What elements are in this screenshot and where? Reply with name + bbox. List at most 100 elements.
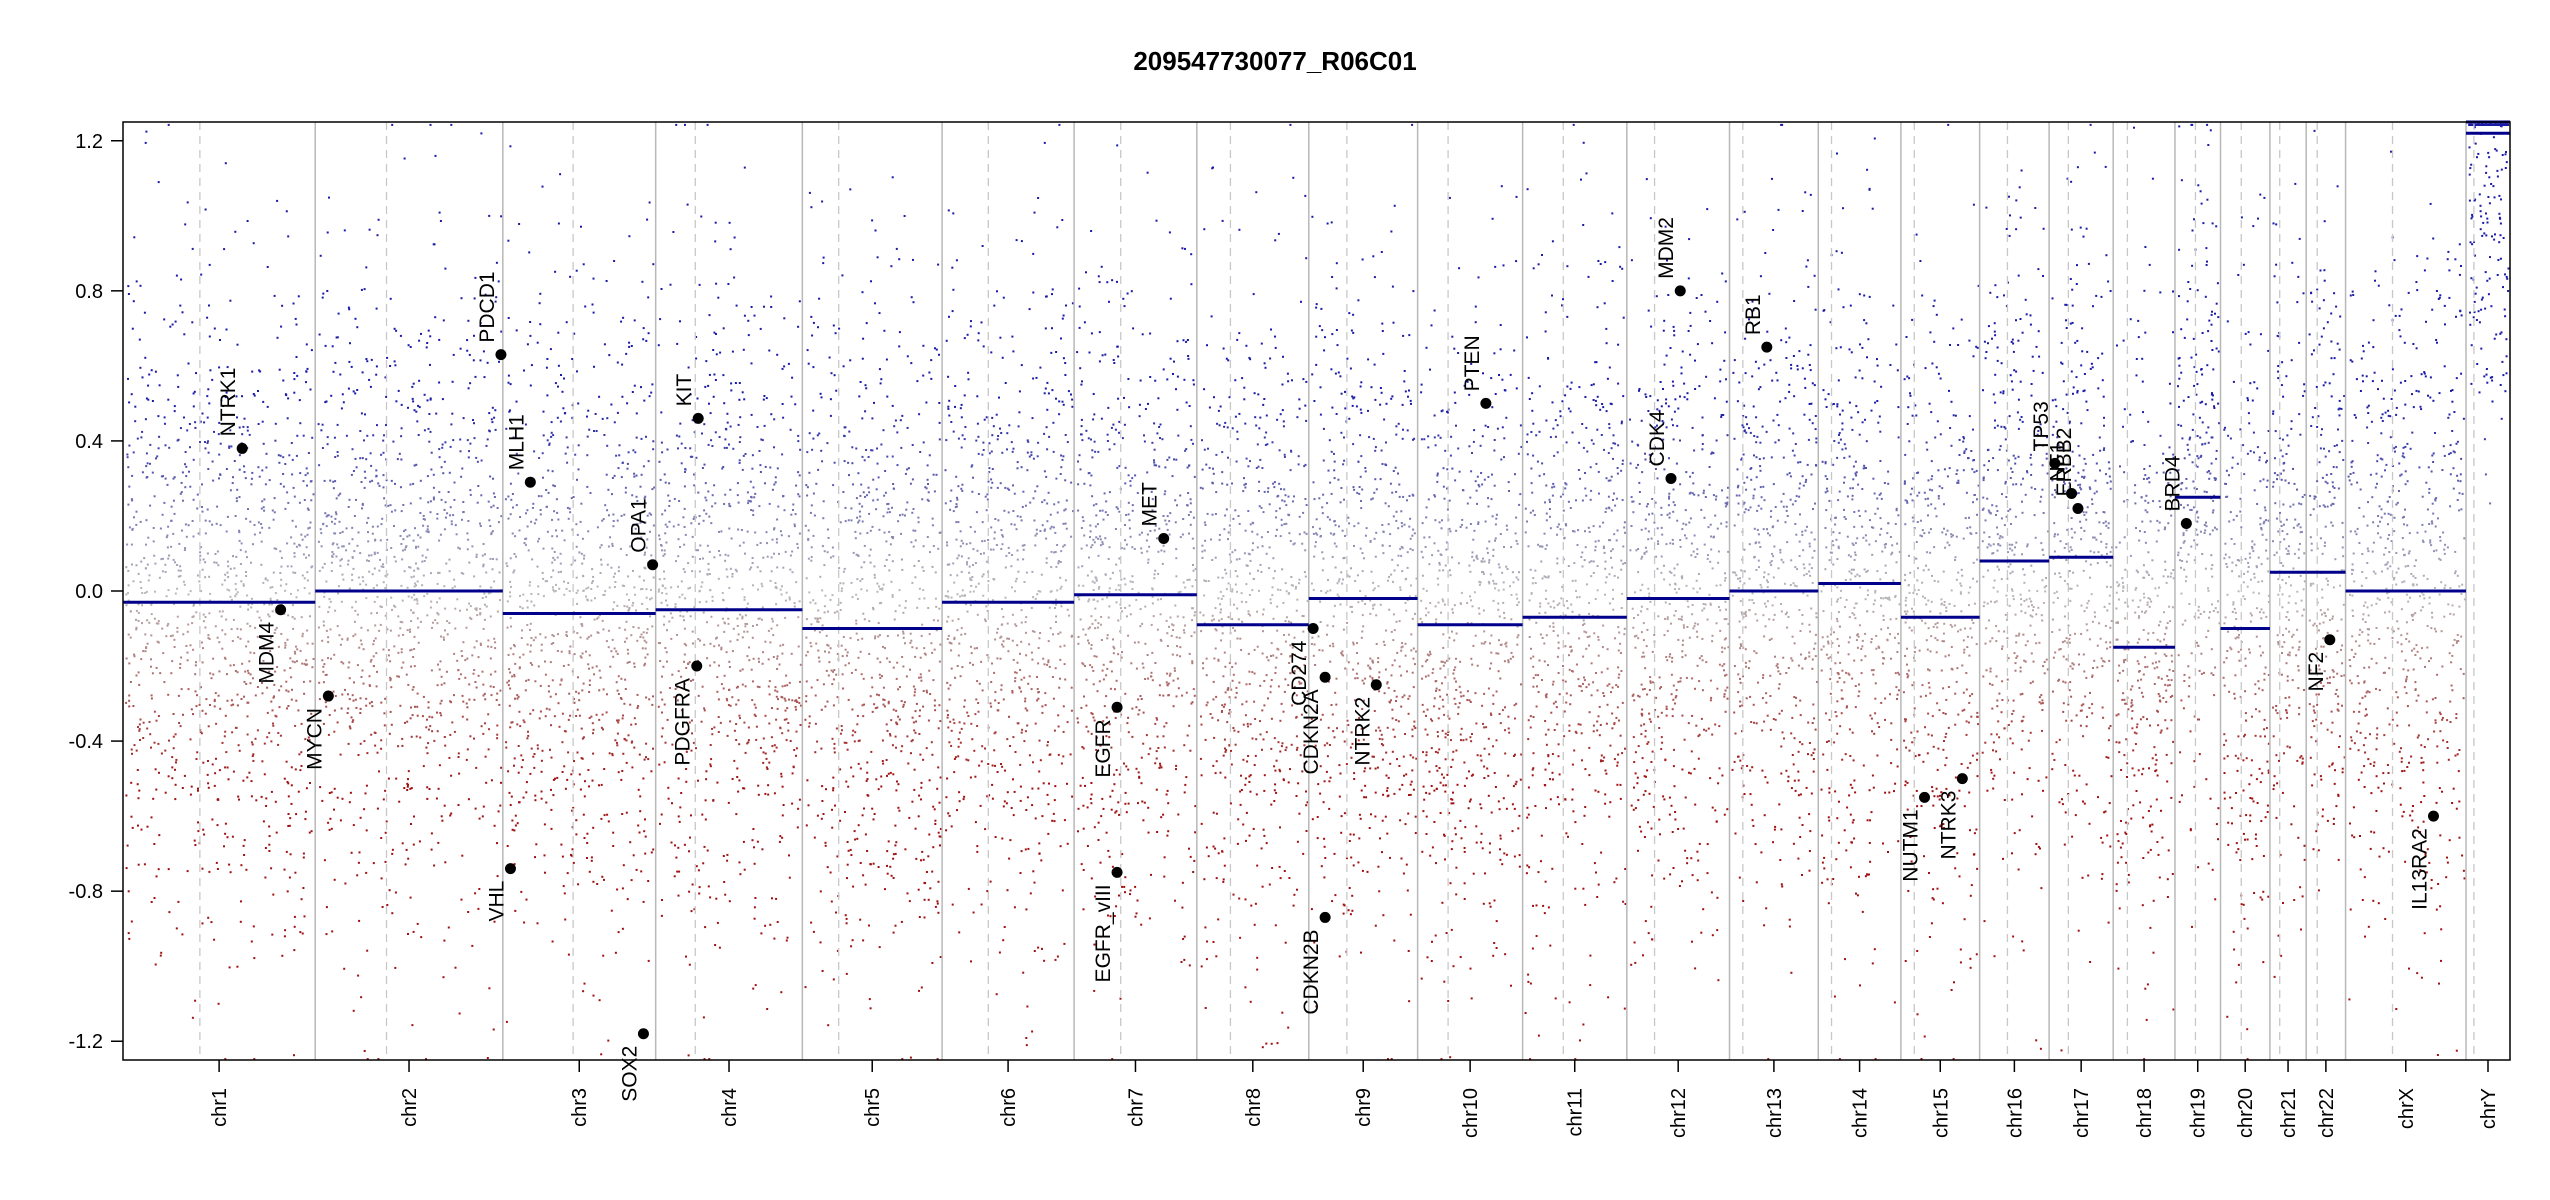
- probe-point: [584, 780, 586, 783]
- probe-point: [146, 642, 149, 645]
- probe-point: [296, 374, 299, 377]
- probe-point: [462, 417, 465, 420]
- probe-point: [916, 606, 919, 609]
- probe-point: [247, 640, 250, 643]
- probe-point: [726, 412, 729, 415]
- probe-point: [699, 639, 701, 642]
- probe-point: [982, 345, 985, 348]
- probe-point: [284, 589, 287, 592]
- probe-point: [338, 520, 341, 523]
- probe-point: [422, 695, 425, 698]
- probe-point: [1064, 434, 1067, 436]
- probe-point: [779, 588, 782, 591]
- probe-point: [638, 575, 641, 578]
- probe-point: [932, 805, 935, 808]
- probe-point: [338, 634, 341, 637]
- probe-point: [908, 900, 911, 903]
- probe-point: [422, 518, 425, 520]
- probe-point: [977, 702, 980, 704]
- probe-point: [130, 610, 132, 613]
- probe-point: [712, 799, 715, 802]
- probe-point: [261, 500, 264, 503]
- probe-point: [659, 660, 662, 662]
- probe-point: [287, 690, 290, 693]
- probe-point: [194, 421, 197, 424]
- probe-point: [927, 898, 930, 901]
- probe-point: [642, 465, 645, 468]
- probe-point: [543, 854, 546, 857]
- probe-point: [293, 650, 296, 653]
- probe-point: [797, 645, 800, 648]
- probe-point: [581, 737, 584, 740]
- probe-point: [948, 814, 951, 817]
- probe-point: [387, 649, 390, 652]
- probe-point: [594, 597, 596, 600]
- probe-point: [432, 243, 435, 246]
- probe-point: [661, 675, 663, 678]
- probe-point: [281, 954, 284, 957]
- probe-point: [462, 511, 465, 513]
- probe-point: [413, 569, 416, 572]
- probe-point: [861, 357, 864, 360]
- probe-point: [872, 499, 875, 502]
- probe-point: [626, 648, 629, 651]
- probe-point: [892, 857, 895, 860]
- probe-point: [138, 723, 141, 726]
- probe-point: [493, 637, 496, 640]
- probe-point: [177, 900, 180, 903]
- probe-point: [593, 618, 596, 621]
- probe-point: [859, 767, 862, 770]
- probe-point: [249, 651, 252, 654]
- probe-point: [135, 510, 138, 513]
- probe-point: [559, 552, 562, 555]
- probe-point: [466, 439, 469, 442]
- probe-point: [401, 737, 404, 740]
- probe-point: [903, 701, 906, 704]
- probe-point: [738, 743, 741, 746]
- probe-point: [485, 605, 488, 608]
- probe-point: [737, 790, 740, 793]
- probe-point: [852, 483, 854, 486]
- probe-point: [957, 738, 960, 741]
- probe-point: [577, 444, 580, 447]
- probe-point: [322, 681, 325, 684]
- probe-point: [509, 671, 512, 674]
- probe-point: [399, 535, 402, 537]
- probe-point: [414, 582, 417, 585]
- probe-point: [1024, 700, 1027, 703]
- probe-point: [342, 662, 345, 665]
- probe-point: [412, 482, 415, 485]
- probe-point: [407, 857, 410, 860]
- probe-point: [616, 652, 619, 655]
- probe-point: [896, 661, 899, 664]
- probe-point: [544, 673, 547, 676]
- probe-point: [1056, 511, 1059, 514]
- probe-point: [611, 638, 614, 641]
- probe-point: [653, 486, 656, 489]
- probe-point: [586, 599, 589, 602]
- probe-point: [337, 312, 340, 315]
- probe-point: [580, 757, 583, 760]
- probe-point: [635, 412, 638, 415]
- probe-point: [555, 583, 557, 586]
- probe-point: [865, 322, 868, 325]
- probe-point: [614, 739, 617, 742]
- probe-point: [264, 847, 267, 849]
- probe-point: [489, 586, 492, 589]
- probe-point: [723, 402, 726, 405]
- probe-point: [590, 715, 593, 718]
- probe-point: [683, 653, 686, 656]
- probe-point: [301, 635, 304, 638]
- probe-point: [341, 693, 344, 696]
- probe-point: [776, 566, 779, 569]
- probe-point: [776, 690, 779, 693]
- probe-point: [408, 566, 411, 569]
- probe-point: [1046, 663, 1049, 666]
- probe-point: [222, 405, 224, 407]
- probe-point: [752, 987, 755, 990]
- probe-point: [537, 585, 540, 588]
- probe-point: [202, 558, 205, 561]
- probe-point: [981, 575, 984, 578]
- probe-point: [507, 381, 510, 384]
- probe-point: [770, 736, 773, 739]
